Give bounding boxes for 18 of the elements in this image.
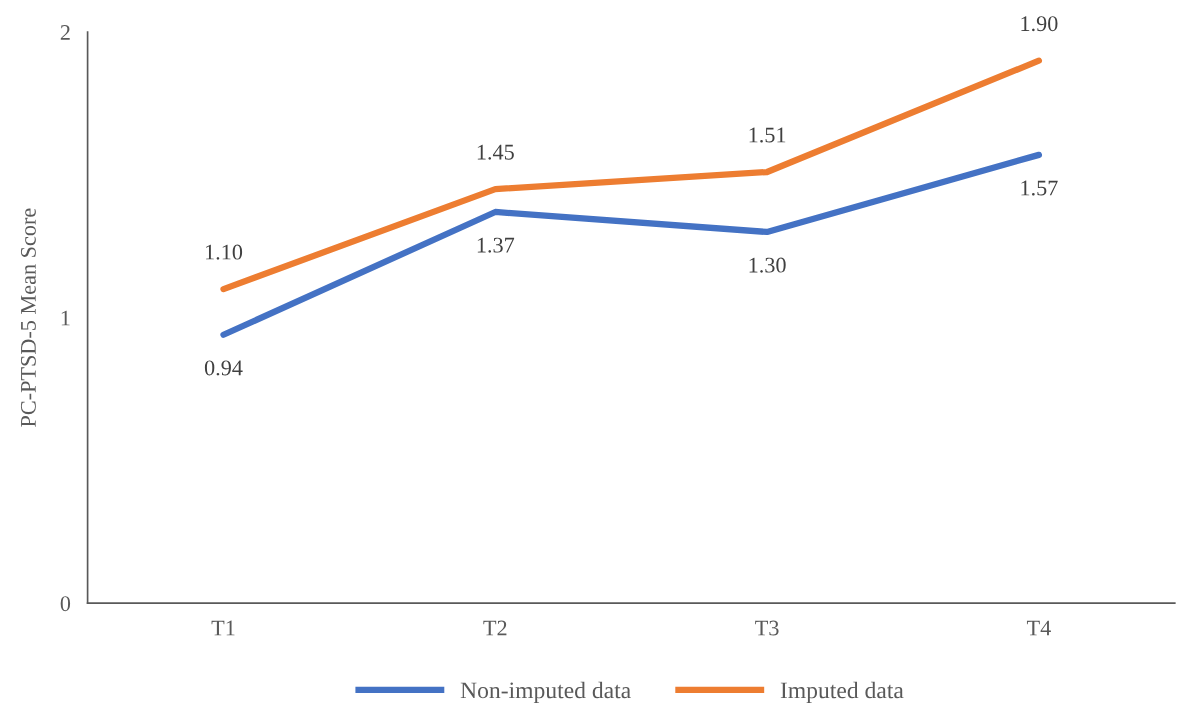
x-tick-label: T2 [483,620,507,636]
y-axis-title: PC-PTSD-5 Mean Score [20,208,36,427]
data-label: 1.90 [1021,16,1058,32]
x-tick-label: T3 [755,620,779,636]
data-label: 1.30 [749,257,786,273]
data-label: 1.45 [477,144,514,160]
x-tick-label: T4 [1026,620,1051,636]
x-tick-label: T1 [211,620,235,636]
legend-label: Non-imputed data [460,681,631,704]
data-label: 1.37 [477,237,515,253]
data-label: 1.57 [1021,180,1058,196]
data-label: 1.51 [749,127,786,143]
data-label: 0.94 [204,360,243,376]
y-tick-label: 1 [61,310,70,326]
y-tick-label: 2 [60,25,70,40]
data-label: 1.10 [206,244,243,260]
legend-label: Imputed data [780,681,904,704]
y-tick-label: 0 [60,596,71,612]
